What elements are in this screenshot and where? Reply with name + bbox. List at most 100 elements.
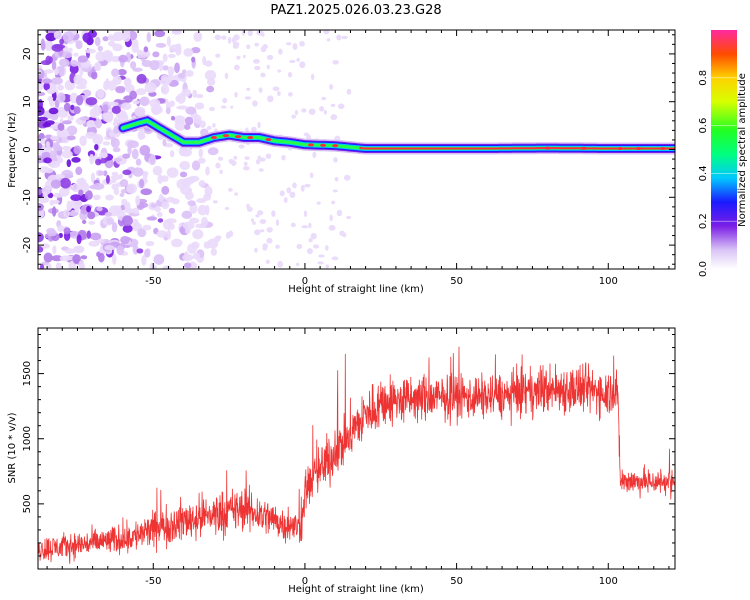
spectrogram-cell: [317, 261, 324, 265]
spectrogram-cell: [151, 104, 160, 116]
spectrogram-cell: [62, 120, 72, 125]
spectrogram-cell: [75, 94, 84, 106]
spectrogram-cell: [143, 46, 149, 53]
spectrogram-cell: [294, 110, 299, 116]
x-tick-label: 0: [302, 576, 308, 587]
spectrogram-cell: [111, 183, 119, 190]
spectrogram-cell: [95, 51, 106, 62]
spectrogram-cell: [272, 86, 280, 92]
spectrogram-cell: [166, 229, 172, 240]
spectrogram-cell: [167, 53, 176, 59]
ridge-peak: [617, 147, 624, 151]
spectrogram-cell: [234, 192, 239, 196]
spectrogram-cell: [346, 88, 352, 95]
y-tick-label: 500: [22, 494, 33, 513]
spectrogram-cell: [70, 104, 75, 111]
spectrogram-cell: [50, 135, 59, 141]
y-tick-label: 20: [22, 48, 33, 61]
spectrogram-cell: [254, 247, 258, 253]
spectrogram-cell: [102, 112, 112, 119]
spectrogram-cell: [309, 172, 314, 179]
snr-frame: [37, 327, 676, 570]
spectrogram-cell: [144, 248, 151, 258]
spectrogram-cell: [84, 48, 96, 54]
spectrogram-cell: [75, 40, 83, 50]
spectrogram-cell: [205, 166, 210, 176]
spectrogram-cell: [200, 216, 208, 228]
spectrogram-cell: [111, 105, 121, 115]
spectrogram-cell: [242, 54, 246, 59]
spectrogram-cell: [213, 236, 221, 243]
spectrogram-cell: [102, 36, 109, 42]
spectrogram-cell: [129, 61, 137, 70]
spectrogram-cell: [183, 48, 194, 57]
spectrogram-cell: [129, 90, 138, 100]
spectrogram-cell: [254, 42, 260, 47]
spectrogram-cell: [61, 146, 72, 151]
spectrogram-cell: [96, 88, 105, 99]
spectrogram-cell: [139, 178, 145, 189]
spectrogram-cell: [48, 56, 53, 64]
spectrogram-cell: [67, 211, 79, 217]
spectrogram-cell: [246, 87, 251, 91]
spectrogram-cell: [71, 156, 81, 163]
y-tick-label: 10: [22, 95, 33, 108]
spectrogram-cell: [89, 108, 98, 119]
spectrogram-cell: [87, 211, 96, 220]
spectrogram-cell: [42, 78, 53, 84]
ridge-peak: [265, 138, 272, 142]
spectrogram-cell: [92, 182, 105, 190]
spectrogram-cell: [185, 177, 196, 184]
spectrogram-cell: [255, 159, 261, 165]
spectrogram-cell: [215, 53, 221, 58]
spectrogram-cell: [199, 120, 206, 128]
spectrogram-cell: [292, 43, 298, 51]
spectrogram-cell: [38, 246, 44, 253]
spectrogram-cell: [102, 104, 109, 113]
y-tick-label: 1000: [22, 426, 33, 451]
colorbar-tick-label: 0.4: [698, 165, 709, 181]
spectrogram-cell: [38, 91, 46, 97]
spectrogram-cell: [346, 215, 352, 220]
spectrogram-cell: [144, 82, 157, 93]
spectrogram-cell: [204, 60, 213, 67]
spectrogram-cell: [323, 109, 327, 115]
colorbar-ticks: 0.0 0.2 0.4 0.6 0.8: [698, 70, 737, 277]
spectrogram-cell: [96, 206, 103, 212]
spectrogram-cell: [290, 222, 296, 228]
spectrogram-cell: [38, 166, 50, 174]
spectrogram-cell: [84, 190, 93, 201]
spectrogram-cell: [266, 64, 270, 70]
spectrogram-cell: [88, 220, 96, 225]
spectrogram-cell: [73, 52, 79, 57]
y-tick-label: -20: [22, 237, 33, 253]
spectrogram-cell: [50, 179, 61, 189]
spectrogram-cell: [329, 214, 333, 222]
spectrogram-cell: [198, 157, 206, 164]
spectrogram-cell: [113, 157, 123, 162]
spectrogram-cell: [38, 116, 48, 122]
spectrogram-cell: [43, 157, 52, 164]
spectrogram-cell: [127, 140, 139, 149]
spectrogram-cell: [304, 183, 311, 188]
spectrogram-cell: [171, 30, 182, 35]
spectrogram-cell: [260, 72, 266, 78]
spectrogram-cell: [52, 199, 60, 204]
spectrogram-cell: [62, 31, 75, 43]
spectrogram-cell: [98, 252, 105, 263]
spectrogram-cell: [59, 38, 65, 45]
spectrogram-cell: [94, 118, 103, 129]
spectrogram-cell: [169, 150, 175, 158]
spectrogram-panel: -50 0 50 100 -20 -10 0 10 20 Height of straight …: [7, 29, 676, 295]
spectrogram-cell: [231, 36, 237, 44]
spectrogram-cell: [141, 255, 147, 266]
spectrogram-cell: [198, 180, 206, 188]
ridge-core: [359, 147, 675, 150]
spectrogram-cell: [162, 53, 168, 63]
spectrogram-cell: [54, 99, 60, 108]
spectrogram-cell: [219, 169, 223, 175]
spectrogram-cell: [224, 72, 229, 80]
spectrogram-cell: [47, 96, 54, 102]
spectrogram-cell: [184, 123, 191, 131]
spectrogram-cell: [46, 229, 57, 237]
